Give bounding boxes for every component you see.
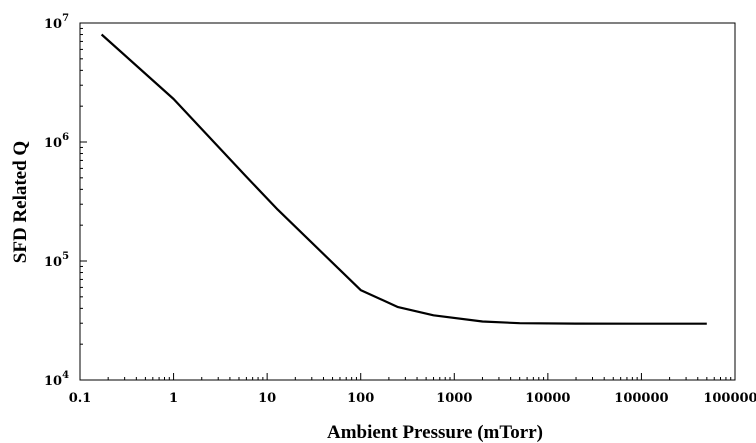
x-tick-label: 100000 (614, 391, 668, 406)
x-tick-label: 10 (258, 391, 276, 406)
x-axis-title: Ambient Pressure (mTorr) (327, 422, 543, 443)
x-tick-label: 0.1 (69, 391, 92, 406)
series-line (100, 33, 707, 325)
y-tick-label: 105 (44, 251, 69, 270)
y-tick-label: 107 (44, 13, 69, 32)
y-tick-label: 104 (44, 370, 69, 389)
plot-frame (79, 22, 736, 381)
x-axis: 0.1 1 10 100 1000 10000 100000 1000000 (69, 373, 756, 406)
y-axis-title: SFD Related Q (10, 141, 31, 263)
x-tick-label: 10000 (525, 391, 570, 406)
y-axis: 104 105 106 107 (44, 13, 87, 389)
x-tick-label: 1000000 (703, 391, 756, 406)
x-tick-label: 1000 (436, 391, 472, 406)
x-tick-label: 1 (169, 391, 178, 406)
y-tick-label: 106 (44, 132, 69, 151)
x-tick-label: 100 (347, 391, 374, 406)
